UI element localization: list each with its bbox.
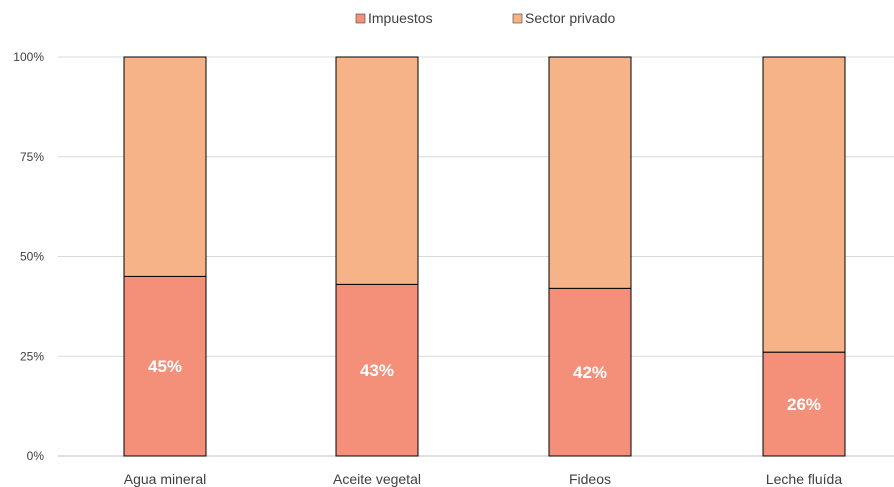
data-labels: 45% 43% 42% 26% [148, 357, 821, 414]
legend: Impuestos Sector privado [355, 10, 615, 26]
x-category-label: Aceite vegetal [333, 471, 421, 487]
y-tick-label: 100% [13, 50, 44, 64]
y-tick-label: 0% [27, 449, 45, 463]
data-label: 45% [148, 357, 182, 376]
y-tick-label: 75% [20, 150, 44, 164]
y-tick-label: 25% [20, 349, 44, 363]
bar-sector-privado [123, 56, 207, 277]
bar-sector-privado [335, 56, 419, 285]
legend-label: Sector privado [525, 10, 615, 26]
y-axis-ticks: 0% 25% 50% 75% 100% [13, 50, 44, 463]
y-tick-label: 50% [20, 250, 44, 264]
bar-impuestos [123, 275, 207, 457]
bar-impuestos [762, 351, 846, 457]
x-category-label: Agua mineral [124, 471, 207, 487]
legend-swatch [512, 13, 523, 24]
data-label: 26% [787, 395, 821, 414]
data-label: 43% [360, 361, 394, 380]
bar-sector-privado [548, 56, 632, 289]
legend-swatch [355, 13, 366, 24]
x-category-label: Leche fluída [766, 471, 842, 487]
x-axis-categories: Agua mineral Aceite vegetal Fideos Leche fl… [124, 471, 843, 487]
bar-sector-privado [762, 56, 846, 353]
bars [123, 56, 846, 457]
data-label: 42% [573, 363, 607, 382]
bar-impuestos [335, 283, 419, 457]
legend-label: Impuestos [368, 10, 433, 26]
bar-impuestos [548, 287, 632, 457]
x-category-label: Fideos [569, 471, 611, 487]
